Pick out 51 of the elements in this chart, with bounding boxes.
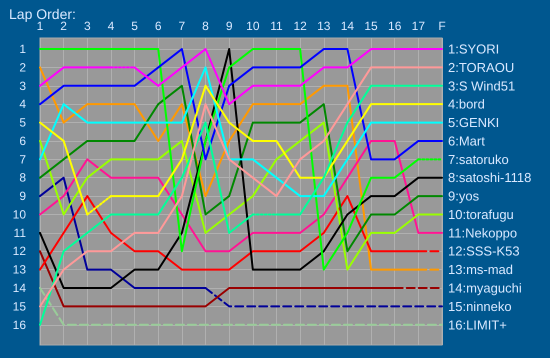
x-tick-label: 2	[60, 19, 68, 33]
x-tick-label: 16	[388, 19, 402, 33]
x-tick-label: 15	[364, 19, 378, 33]
x-tick-label: 8	[202, 19, 210, 33]
x-tick-label: 11	[270, 19, 284, 33]
y-tick-label: 11	[14, 226, 26, 240]
series-label: 1:SYORI	[448, 42, 500, 57]
series-label: 7:satoruko	[448, 152, 509, 167]
series-label: 14:myaguchi	[448, 280, 522, 296]
x-tick-label: 9	[226, 19, 233, 33]
series-label: 5:GENKI	[448, 115, 500, 130]
y-tick-label: 9	[19, 189, 26, 204]
x-tick-label: 6	[154, 19, 162, 33]
y-tick-label: 2	[19, 60, 26, 74]
x-tick-label: 10	[246, 19, 260, 33]
series-label: 16:LIMIT+	[448, 317, 507, 332]
y-tick-label: 6	[19, 134, 26, 148]
y-tick-label: 5	[19, 116, 26, 130]
y-tick-label: 13	[12, 262, 26, 277]
series-label: 4:bord	[448, 96, 485, 112]
y-tick-label: 4	[19, 97, 26, 112]
y-tick-label: 12	[12, 244, 26, 258]
series-label: 11:Nekoppo	[448, 225, 518, 240]
x-tick-label: 13	[317, 19, 331, 33]
y-tick-label: 7	[19, 152, 26, 166]
series-label: 12:SSS-K53	[448, 244, 520, 259]
y-tick-label: 14	[12, 281, 26, 296]
x-tick-label: 1	[36, 19, 44, 33]
x-tick-label: 4	[108, 19, 115, 33]
y-tick-label: 8	[19, 170, 26, 185]
y-tick-label: 1	[19, 42, 26, 56]
x-tick-label: 12	[293, 19, 308, 33]
x-tick-label: 17	[412, 19, 426, 33]
x-tick-label: 14	[340, 19, 354, 33]
series-label: 10:torafugu	[448, 206, 514, 222]
series-label: 2:TORAOU	[448, 60, 514, 75]
chart-title: Lap Order:	[9, 6, 76, 22]
series-label: 15:ninneko	[448, 298, 512, 314]
series-label: 13:ms-mad	[448, 262, 514, 278]
x-tick-label: 3	[84, 19, 91, 33]
x-tick-label: 5	[131, 19, 138, 33]
x-tick-label: F	[438, 19, 446, 33]
series-label: 3:S Wind51	[448, 78, 516, 94]
series-label: 8:satoshi-1118	[448, 170, 532, 186]
series-label: 6:Mart	[448, 133, 486, 148]
y-tick-label: 16	[12, 318, 26, 332]
series-label: 9:yos	[448, 188, 480, 204]
y-tick-label: 3	[19, 78, 26, 93]
y-tick-label: 10	[12, 207, 26, 222]
y-tick-label: 15	[12, 299, 26, 314]
x-tick-label: 7	[178, 19, 186, 33]
